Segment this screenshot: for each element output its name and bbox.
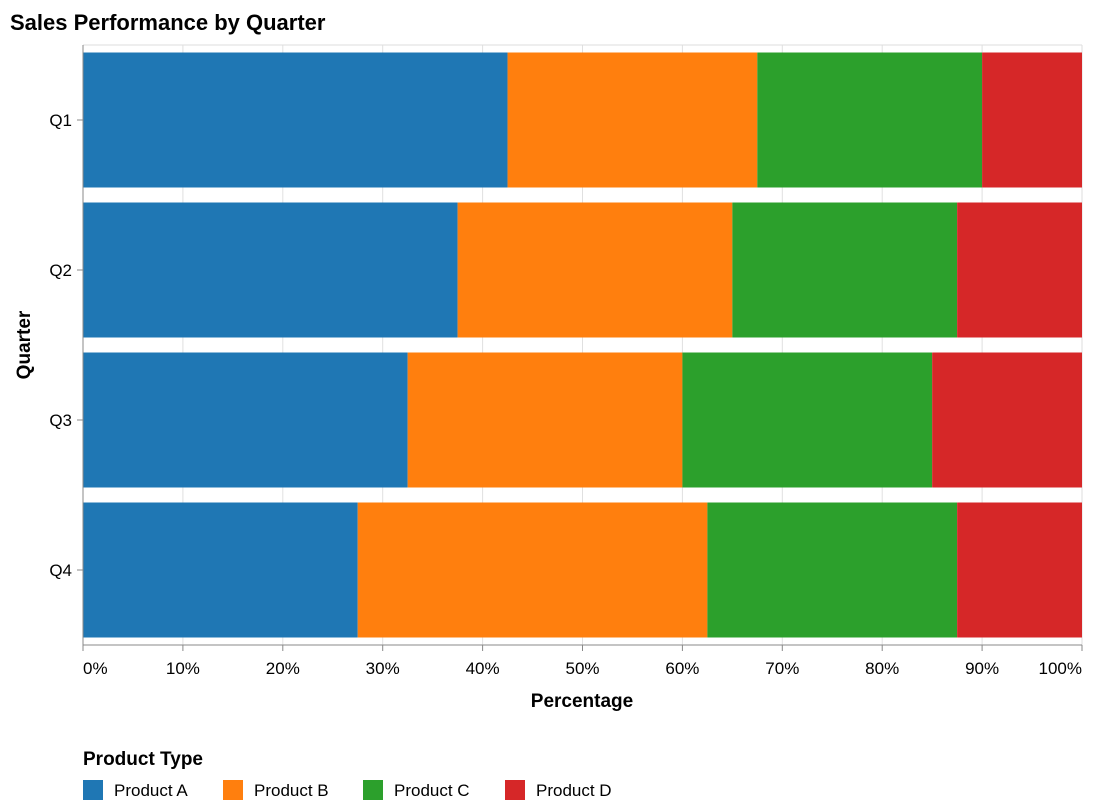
- legend-title: Product Type: [83, 749, 203, 770]
- x-axis-title: Percentage: [531, 691, 633, 712]
- bar-product-c-q3: [682, 352, 933, 488]
- legend-label: Product A: [114, 781, 188, 800]
- legend-swatch: [363, 780, 383, 800]
- y-tick-label: Q1: [49, 111, 72, 130]
- y-tick-label: Q4: [49, 561, 72, 580]
- bar-product-a-q3: [83, 352, 408, 488]
- legend-swatch: [83, 780, 103, 800]
- x-tick-label: 90%: [965, 659, 999, 678]
- x-tick-label: 0%: [83, 659, 108, 678]
- x-tick-label: 50%: [565, 659, 599, 678]
- bar-product-b-q1: [507, 52, 758, 188]
- x-tick-label: 70%: [765, 659, 799, 678]
- legend-label: Product B: [254, 781, 329, 800]
- x-tick-label: 60%: [665, 659, 699, 678]
- bar-product-d-q3: [932, 352, 1082, 488]
- bar-product-d-q1: [982, 52, 1082, 188]
- bar-product-b-q3: [407, 352, 683, 488]
- legend: Product Type Product A Product B Product C…: [83, 749, 612, 800]
- x-tick-label: 20%: [266, 659, 300, 678]
- legend-swatch: [223, 780, 243, 800]
- x-tick-label: 10%: [166, 659, 200, 678]
- x-tick-label: 100%: [1039, 659, 1082, 678]
- bar-product-d-q4: [957, 502, 1082, 638]
- bar-product-a-q4: [83, 502, 358, 638]
- x-tick-label: 80%: [865, 659, 899, 678]
- chart-title: Sales Performance by Quarter: [10, 10, 326, 35]
- x-tick-label: 40%: [466, 659, 500, 678]
- bar-product-b-q4: [357, 502, 708, 638]
- bar-product-a-q1: [83, 52, 508, 188]
- legend-label: Product D: [536, 781, 612, 800]
- bar-product-c-q1: [757, 52, 983, 188]
- bar-product-c-q4: [707, 502, 958, 638]
- bar-product-b-q2: [457, 202, 733, 338]
- bars: [83, 52, 1082, 638]
- bar-product-d-q2: [957, 202, 1082, 338]
- bar-product-c-q2: [732, 202, 958, 338]
- y-tick-label: Q2: [49, 261, 72, 280]
- bar-product-a-q2: [83, 202, 458, 338]
- legend-swatch: [505, 780, 525, 800]
- y-axis-title: Quarter: [14, 310, 35, 379]
- x-tick-label: 30%: [366, 659, 400, 678]
- y-tick-label: Q3: [49, 411, 72, 430]
- legend-label: Product C: [394, 781, 470, 800]
- axes: 0% 10% 20% 30% 40% 50% 60% 70% 80% 90% 100% Q1 Q2 Q3 Q…: [49, 45, 1083, 678]
